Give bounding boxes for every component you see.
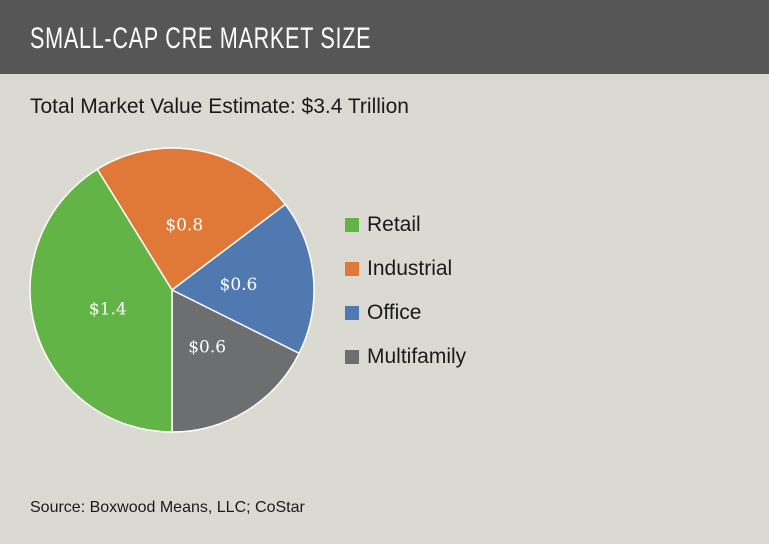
legend-label: Industrial xyxy=(367,257,453,280)
legend: Retail Industrial Office Multifamily xyxy=(345,203,466,379)
legend-label: Multifamily xyxy=(367,345,467,368)
source-note: Source: Boxwood Means, LLC; CoStar xyxy=(30,499,305,516)
chart-title: SMALL-CAP CRE MARKET SIZE xyxy=(30,22,372,55)
pie-slice-industrial xyxy=(96,147,287,292)
legend-label: Office xyxy=(367,301,422,324)
legend-item-multifamily: Multifamily xyxy=(345,335,466,379)
legend-item-industrial: Industrial xyxy=(345,247,466,291)
data-label-office: $0.6 xyxy=(220,275,258,295)
data-label-multifamily: $0.6 xyxy=(188,338,226,358)
legend-swatch xyxy=(345,350,359,364)
legend-label: Retail xyxy=(367,213,421,236)
legend-swatch xyxy=(345,218,359,232)
legend-swatch xyxy=(345,262,359,276)
pie-slice-multifamily xyxy=(171,288,301,433)
pie-slice-office xyxy=(170,203,315,355)
data-label-industrial: $0.8 xyxy=(165,215,203,235)
pie-slice-retail xyxy=(29,168,173,433)
legend-item-office: Office xyxy=(345,291,466,335)
legend-swatch xyxy=(345,306,359,320)
legend-item-retail: Retail xyxy=(345,203,466,247)
data-label-retail: $1.4 xyxy=(89,299,127,319)
header-bar: SMALL-CAP CRE MARKET SIZE xyxy=(0,0,769,74)
chart-subtitle: Total Market Value Estimate: $3.4 Trilli… xyxy=(30,95,409,118)
